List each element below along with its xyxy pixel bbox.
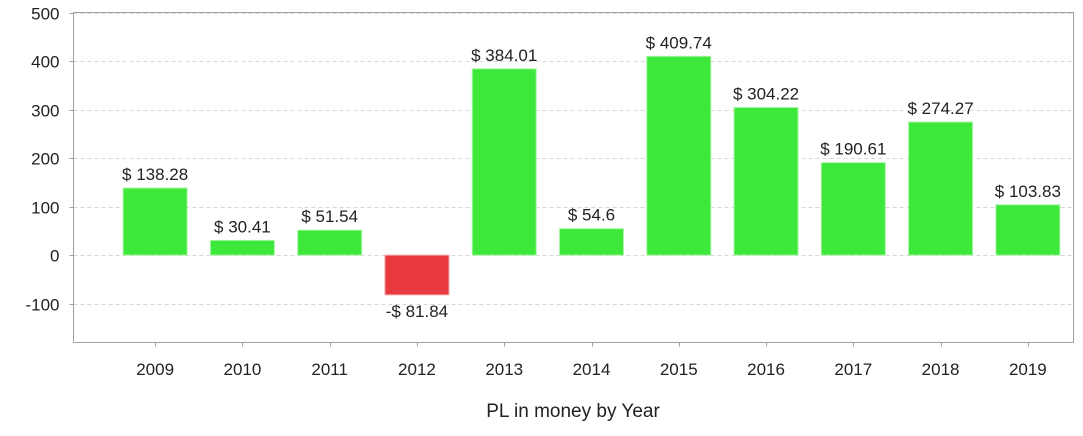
- bar-2015: [646, 55, 712, 256]
- y-tick-label: 300: [31, 102, 59, 121]
- x-tick-label: 2009: [136, 360, 174, 379]
- bar-2010: [209, 239, 275, 256]
- bar-2017: [820, 162, 886, 256]
- x-tick-label: 2011: [311, 360, 348, 379]
- plot-frame: [73, 12, 1074, 343]
- y-tick-label: 0: [50, 247, 59, 266]
- data-label-2016: $ 304.22: [733, 85, 799, 104]
- data-label-2018: $ 274.27: [907, 99, 973, 118]
- data-label-2010: $ 30.41: [214, 217, 271, 236]
- data-label-2013: $ 384.01: [471, 46, 537, 65]
- data-label-2015: $ 409.74: [646, 33, 712, 52]
- data-label-2009: $ 138.28: [122, 165, 188, 184]
- data-labels: $ 138.28 $ 30.41 $ 51.54 -$ 81.84 $ 384.01 $ …: [122, 33, 1061, 321]
- bar-2011: [297, 229, 363, 256]
- bar-2013: [471, 68, 537, 256]
- x-tick-label: 2014: [573, 360, 611, 379]
- data-label-2019: $ 103.83: [995, 182, 1061, 201]
- bar-2018: [908, 121, 974, 256]
- x-axis-ticks: 2009 2010 2011 2012 2013 2014 2015 2016 2017 2018…: [136, 342, 1047, 379]
- y-tick-label: 100: [31, 199, 59, 218]
- data-label-2014: $ 54.6: [568, 206, 615, 225]
- data-label-2011: $ 51.54: [301, 207, 358, 226]
- x-tick-label: 2018: [922, 360, 960, 379]
- y-tick-label: 500: [31, 5, 59, 24]
- x-tick-label: 2016: [747, 360, 785, 379]
- x-tick-label: 2010: [223, 360, 261, 379]
- x-tick-label: 2019: [1009, 360, 1047, 379]
- bar-2014: [559, 228, 624, 256]
- bar-2009: [122, 187, 188, 256]
- y-axis-ticks: -100 0 100 200 300 400 500: [25, 5, 74, 315]
- y-tick-label: -100: [25, 296, 59, 315]
- bars: [122, 55, 1061, 296]
- data-label-2017: $ 190.61: [820, 140, 886, 159]
- x-axis-title: PL in money by Year: [486, 401, 660, 422]
- x-tick-label: 2017: [834, 360, 872, 379]
- bar-2012: [384, 254, 450, 296]
- x-tick-label: 2012: [398, 360, 436, 379]
- bar-2019: [995, 204, 1061, 256]
- x-tick-label: 2015: [660, 360, 698, 379]
- bar-2016: [733, 107, 799, 256]
- data-label-2012: -$ 81.84: [386, 302, 448, 321]
- y-tick-label: 400: [31, 53, 59, 72]
- y-tick-label: 200: [31, 150, 59, 169]
- x-tick-label: 2013: [485, 360, 523, 379]
